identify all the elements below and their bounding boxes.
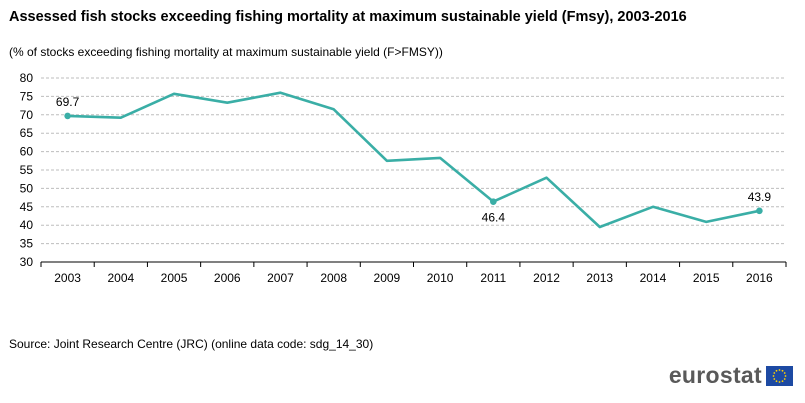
eurostat-wordmark: eurostat — [668, 362, 762, 388]
y-tick-label: 60 — [20, 145, 34, 159]
y-tick-label: 30 — [20, 255, 34, 269]
eu-star-icon — [775, 369, 778, 372]
x-tick-label: 2016 — [746, 271, 773, 285]
eu-star-icon — [781, 379, 784, 382]
y-tick-label: 65 — [20, 126, 34, 140]
eu-star-icon — [772, 374, 775, 377]
series-line — [66, 91, 761, 229]
eu-star-icon — [784, 374, 787, 377]
eurostat-logo: eurostat — [669, 362, 793, 389]
y-tick-label: 35 — [20, 237, 34, 251]
eu-flag-background — [766, 365, 793, 386]
x-tick-label: 2011 — [480, 271, 506, 285]
eu-star-icon — [773, 377, 776, 380]
eu-star-icon — [778, 380, 781, 383]
eu-star-icon — [773, 371, 776, 374]
data-point-marker — [64, 112, 71, 120]
x-tick-label: 2005 — [161, 271, 188, 285]
data-label: 69.7 — [56, 95, 80, 109]
eu-star-icon — [775, 379, 778, 382]
eu-star-icon — [781, 369, 784, 372]
x-tick-label: 2013 — [586, 271, 613, 285]
data-label: 43.9 — [748, 190, 772, 204]
x-tick-label: 2004 — [107, 271, 134, 285]
y-tick-label: 80 — [20, 71, 34, 85]
x-tick-label: 2003 — [54, 271, 81, 285]
chart-title: Assessed fish stocks exceeding fishing m… — [9, 9, 687, 25]
y-tick-label: 55 — [20, 163, 34, 177]
chart-subtitle: (% of stocks exceeding fishing mortality… — [9, 45, 443, 59]
eu-flag-icon — [766, 365, 793, 386]
data-label: 46.4 — [482, 211, 506, 225]
x-tick-label: 2014 — [640, 271, 667, 285]
x-tick-label: 2006 — [214, 271, 241, 285]
y-tick-label: 70 — [20, 108, 34, 122]
x-tick-label: 2015 — [693, 271, 720, 285]
x-tick-label: 2009 — [374, 271, 401, 285]
x-tick-label: 2008 — [320, 271, 347, 285]
x-tick-label: 2007 — [267, 271, 294, 285]
data-point-marker — [756, 207, 763, 215]
source-note: Source: Joint Research Centre (JRC) (onl… — [9, 337, 374, 351]
x-tick-label: 2012 — [533, 271, 560, 285]
eu-star-icon — [778, 368, 781, 371]
data-point-marker — [490, 198, 497, 205]
x-tick-label: 2010 — [427, 271, 454, 285]
y-tick-label: 45 — [20, 200, 34, 214]
eu-star-icon — [783, 371, 786, 374]
y-tick-label: 75 — [20, 89, 34, 103]
eu-star-icon — [783, 377, 786, 380]
y-tick-label: 40 — [20, 218, 34, 232]
y-tick-label: 50 — [20, 181, 34, 195]
